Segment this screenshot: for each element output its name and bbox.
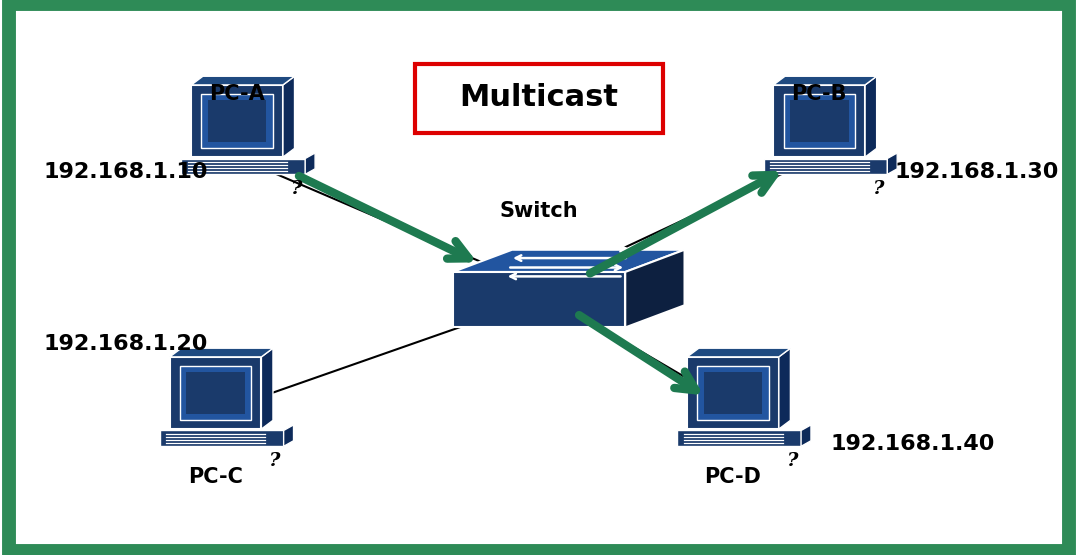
- Text: PC-B: PC-B: [791, 84, 847, 104]
- Polygon shape: [688, 348, 790, 357]
- Polygon shape: [284, 425, 293, 446]
- Text: ?: ?: [873, 180, 884, 198]
- Bar: [170, 357, 261, 429]
- Bar: [688, 357, 778, 429]
- Polygon shape: [887, 153, 897, 174]
- Bar: [192, 85, 282, 157]
- Text: Multicast: Multicast: [459, 83, 619, 112]
- Bar: [186, 372, 245, 414]
- Polygon shape: [170, 348, 273, 357]
- Bar: [784, 94, 855, 148]
- Polygon shape: [192, 76, 294, 85]
- Text: Switch: Switch: [500, 201, 578, 221]
- Bar: [763, 159, 887, 174]
- Bar: [180, 366, 251, 420]
- Polygon shape: [865, 76, 876, 157]
- Polygon shape: [778, 348, 790, 429]
- Text: 192.168.1.40: 192.168.1.40: [830, 434, 994, 454]
- Text: ?: ?: [270, 452, 280, 470]
- Polygon shape: [262, 348, 273, 429]
- Text: ?: ?: [787, 452, 798, 470]
- Text: 192.168.1.10: 192.168.1.10: [43, 162, 208, 182]
- Bar: [697, 366, 769, 420]
- Polygon shape: [774, 76, 876, 85]
- Bar: [774, 85, 865, 157]
- Bar: [704, 372, 762, 414]
- Bar: [677, 431, 801, 446]
- Text: ?: ?: [291, 180, 302, 198]
- Text: PC-A: PC-A: [209, 84, 265, 104]
- Bar: [160, 431, 284, 446]
- Polygon shape: [801, 425, 811, 446]
- FancyBboxPatch shape: [415, 64, 663, 133]
- Polygon shape: [305, 153, 315, 174]
- Text: PC-C: PC-C: [189, 467, 243, 487]
- Text: 192.168.1.30: 192.168.1.30: [895, 162, 1059, 182]
- Text: PC-D: PC-D: [705, 467, 761, 487]
- Polygon shape: [625, 250, 685, 327]
- Bar: [202, 94, 273, 148]
- Text: 192.168.1.20: 192.168.1.20: [43, 334, 207, 354]
- Bar: [208, 100, 266, 142]
- Polygon shape: [453, 250, 685, 272]
- Bar: [181, 159, 305, 174]
- Polygon shape: [453, 272, 625, 327]
- Polygon shape: [282, 76, 294, 157]
- Bar: [790, 100, 848, 142]
